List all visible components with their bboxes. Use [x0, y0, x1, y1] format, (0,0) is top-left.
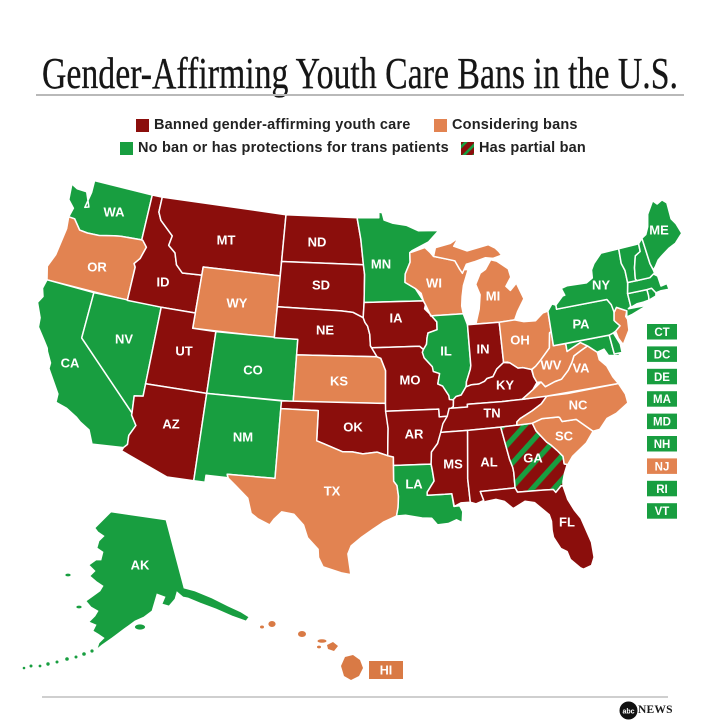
svg-text:GA: GA [523, 451, 543, 466]
svg-text:IN: IN [477, 342, 490, 357]
svg-text:TX: TX [324, 484, 341, 499]
svg-text:ID: ID [157, 275, 170, 290]
svg-text:AZ: AZ [162, 417, 179, 432]
svg-text:IA: IA [390, 311, 404, 326]
svg-text:WV: WV [541, 358, 562, 373]
svg-text:LA: LA [405, 477, 423, 492]
svg-text:DC: DC [654, 349, 671, 361]
svg-text:UT: UT [175, 344, 192, 359]
svg-text:KY: KY [496, 378, 514, 393]
svg-text:OK: OK [343, 420, 363, 435]
svg-text:PA: PA [572, 317, 590, 332]
svg-text:MA: MA [653, 394, 671, 406]
svg-text:WA: WA [104, 205, 126, 220]
svg-text:OH: OH [510, 333, 530, 348]
svg-text:WY: WY [227, 296, 248, 311]
svg-text:MN: MN [371, 257, 391, 272]
svg-text:AL: AL [480, 455, 497, 470]
svg-text:MS: MS [443, 457, 463, 472]
svg-text:ME: ME [649, 223, 669, 238]
svg-text:KS: KS [330, 374, 348, 389]
svg-text:NV: NV [115, 332, 133, 347]
svg-text:SC: SC [555, 429, 574, 444]
svg-text:CT: CT [654, 327, 669, 339]
svg-text:NC: NC [569, 398, 588, 413]
svg-text:DE: DE [654, 372, 670, 384]
svg-text:NM: NM [233, 430, 253, 445]
svg-text:MO: MO [400, 373, 421, 388]
svg-text:WI: WI [426, 276, 442, 291]
svg-text:VT: VT [655, 506, 670, 518]
svg-text:SD: SD [312, 278, 330, 293]
svg-text:CA: CA [61, 356, 80, 371]
svg-text:AR: AR [405, 427, 424, 442]
svg-text:AK: AK [131, 558, 150, 573]
svg-text:RI: RI [656, 484, 668, 496]
svg-text:NY: NY [592, 278, 610, 293]
svg-text:NH: NH [654, 439, 671, 451]
svg-text:ND: ND [308, 235, 327, 250]
svg-text:OR: OR [87, 260, 107, 275]
svg-text:MI: MI [486, 289, 500, 304]
svg-text:HI: HI [380, 664, 393, 678]
svg-text:VA: VA [572, 361, 590, 376]
svg-text:FL: FL [559, 515, 575, 530]
svg-text:CO: CO [243, 363, 263, 378]
svg-text:MD: MD [653, 417, 671, 429]
svg-text:TN: TN [483, 406, 500, 421]
svg-text:NE: NE [316, 323, 334, 338]
svg-text:NJ: NJ [655, 461, 670, 473]
svg-text:IL: IL [440, 344, 452, 359]
svg-text:abc: abc [622, 709, 634, 716]
svg-text:MT: MT [217, 233, 236, 248]
